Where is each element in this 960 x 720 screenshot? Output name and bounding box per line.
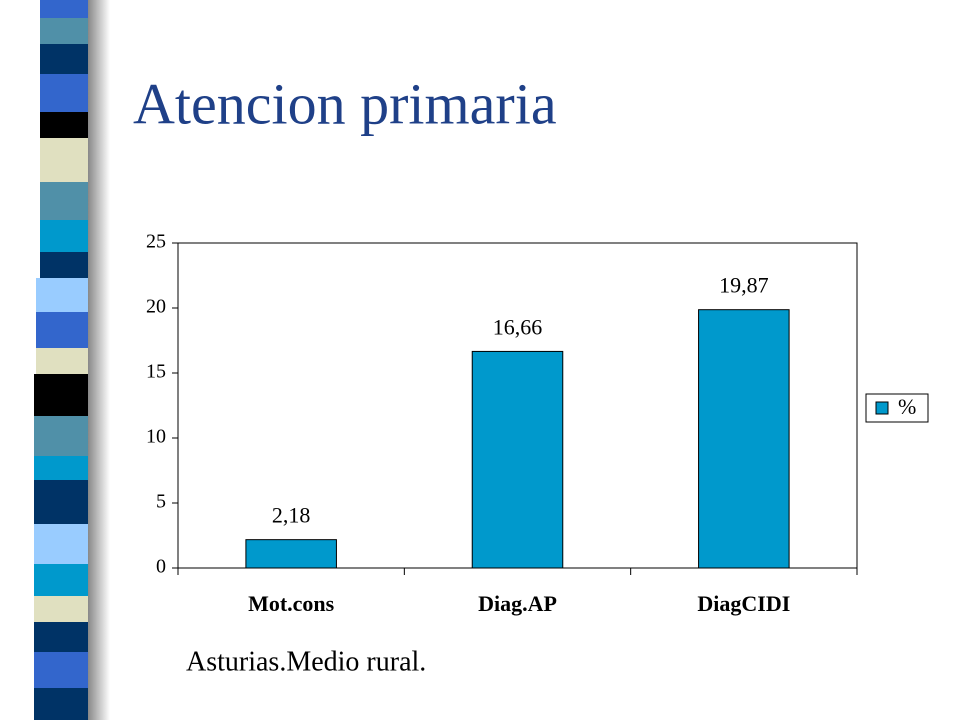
y-tick-label: 20 [146, 296, 166, 318]
value-label: 19,87 [719, 273, 769, 298]
y-tick-label: 25 [146, 231, 166, 253]
legend-box [865, 393, 929, 423]
y-tick-label: 15 [146, 361, 166, 383]
value-label: 2,18 [272, 503, 311, 528]
slide-title: Atencion primaria [133, 71, 557, 136]
value-label: 16,66 [493, 314, 543, 339]
bar [471, 350, 564, 569]
x-tick-label: DiagCIDI [697, 591, 790, 616]
y-tick-label: 0 [156, 556, 166, 578]
decorative-stripe [34, 0, 110, 720]
caption: Asturias.Medio rural. [186, 646, 426, 677]
x-tick-label: Diag.AP [478, 591, 557, 616]
x-tick-label: Mot.cons [248, 591, 335, 616]
bar [698, 309, 790, 569]
y-tick-label: 10 [146, 426, 166, 448]
bar [245, 539, 337, 569]
legend-label: % [898, 394, 916, 419]
legend-swatch [875, 401, 889, 415]
y-tick-label: 5 [156, 491, 166, 513]
